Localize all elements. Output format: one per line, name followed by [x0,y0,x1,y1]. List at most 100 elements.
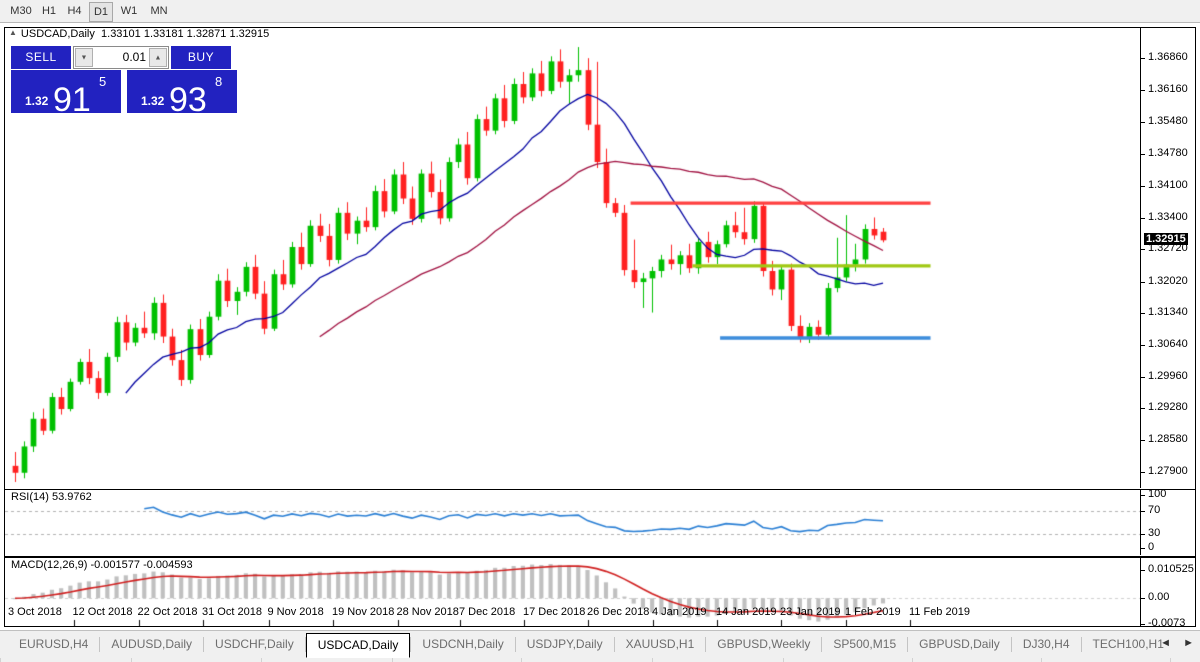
tab-grid-mark [131,658,132,662]
price-tick [1141,471,1145,473]
arrow-left-icon[interactable]: ◄ [1160,637,1172,649]
chart-tab-audusd-daily[interactable]: AUDUSD,Daily [111,637,193,651]
time-axis-label: 7 Dec 2018 [459,606,516,618]
tab-grid-mark [783,658,784,662]
price-axis[interactable]: 1.36860 1.36160 1.35480 1.34780 1.34100 1.334… [1140,28,1195,488]
price-tick [1141,408,1145,410]
trade-controls-row: SELL ▼ ▲ 0.01 BUY [11,46,231,70]
price-tick [1141,281,1145,283]
time-axis-label: 14 Jan 2019 [716,606,777,618]
chart-tab-usdcnh-daily[interactable]: USDCNH,Daily [422,637,504,651]
tab-separator [99,637,101,652]
chart-tab-eurusd-h4[interactable]: EURUSD,H4 [19,637,89,651]
sell-price-prefix: 1.32 [25,94,49,108]
tab-separator [410,637,412,652]
tab-separator [1010,637,1012,652]
timeframe-mn[interactable]: MN [150,5,168,17]
volume-increment-button[interactable]: ▲ [149,48,167,67]
price-tick [1141,313,1145,315]
price-tick [1141,217,1145,219]
macd-tick [1141,598,1145,600]
chart-tab-usdchf-daily[interactable]: USDCHF,Daily [215,637,294,651]
sell-price-quote[interactable]: 1.32 91 5 [11,70,121,117]
macd-axis-label: 0.00 [1148,591,1170,604]
chart-tab-gbpusd-weekly[interactable]: GBPUSD,Weekly [717,637,811,651]
chart-tab-tech100-h1[interactable]: TECH100,H1 [1092,637,1164,651]
price-axis-label: 1.30640 [1148,338,1188,351]
rsi-pane: RSI(14) 53.9762 100 70 30 0 [5,488,1195,555]
tab-grid-mark [1170,658,1171,662]
triangle-up-icon[interactable]: ▲ [9,28,17,37]
macd-axis-label: 0.010525 [1148,563,1194,575]
tab-separator [203,637,205,652]
macd-axis-label: -0.0073 [1148,617,1186,629]
price-tick [1141,440,1145,442]
price-tick [1141,154,1145,156]
timeframe-m30[interactable]: M30 [10,5,32,17]
chart-tab-dj30-h4[interactable]: DJ30,H4 [1022,637,1070,651]
chart-tab-gbpusd-daily[interactable]: GBPUSD,Daily [919,637,1000,651]
time-axis-label: 26 Dec 2018 [587,606,650,618]
price-chart-canvas[interactable] [5,42,1140,488]
price-axis-label: 1.34100 [1148,178,1188,191]
rsi-axis-label: 30 [1148,527,1161,540]
price-axis-label: 1.31340 [1148,306,1188,319]
timeframe-w1[interactable]: W1 [120,5,138,17]
time-axis: 3 Oct 2018 12 Oct 2018 22 Oct 2018 31 Oct 2… [4,603,1196,625]
macd-axis: 0.010525 0.00 -0.0073 [1140,558,1195,629]
one-click-trading-panel: SELL ▼ ▲ 0.01 BUY 1.32 91 5 1.32 93 8 [11,46,237,117]
price-axis-label: 1.29960 [1148,369,1188,382]
rsi-axis-label: 100 [1148,488,1167,500]
price-axis-label: 1.28580 [1148,433,1188,446]
tab-grid-mark [1041,658,1042,662]
macd-pane: MACD(12,26,9) -0.001577 -0.004593 0.0105… [5,556,1195,629]
chart-symbol-label: USDCAD,Daily [20,28,95,40]
chart-tab-sp500-m15[interactable]: SP500,M15 [833,637,897,651]
chart-tab-usdcad-daily[interactable]: USDCAD,Daily [305,633,411,658]
chart-header: ▲ USDCAD,Daily 1.33101 1.33181 1.32871 1.… [5,28,1195,42]
tab-grid-mark [392,658,393,662]
tab-separator [304,637,306,652]
time-axis-label: 19 Nov 2018 [332,606,395,618]
macd-tick [1141,570,1145,571]
time-axis-label: 9 Nov 2018 [267,606,324,618]
price-axis-label: 1.35480 [1148,114,1188,127]
tab-grid-marks [0,658,1200,662]
rsi-tick [1141,510,1145,512]
tab-separator [907,637,909,652]
tab-grid-mark [261,658,262,662]
buy-price-prefix: 1.32 [141,94,165,108]
tab-separator [821,637,823,652]
chart-tab-xauusd-h1[interactable]: XAUUSD,H1 [625,637,695,651]
sell-price-main: 91 [53,81,91,119]
buy-price-quote[interactable]: 1.32 93 8 [127,70,237,117]
macd-canvas[interactable] [5,558,1140,626]
timeframe-d1[interactable]: D1 [89,2,113,22]
chart-tab-usdjpy-daily[interactable]: USDJPY,Daily [526,637,603,651]
sell-button[interactable]: SELL [11,46,71,69]
timeframe-h1[interactable]: H1 [41,5,57,17]
tab-separator [514,637,516,652]
price-axis-label: 1.32020 [1148,274,1188,287]
price-tick [1141,345,1145,347]
rsi-tick [1141,534,1145,536]
price-axis-label: 1.36860 [1148,51,1188,64]
price-axis-label: 1.29280 [1148,401,1188,414]
tab-grid-mark [0,658,1,662]
time-axis-label: 28 Nov 2018 [396,606,459,618]
buy-button[interactable]: BUY [171,46,231,69]
price-axis-label: 1.34780 [1148,147,1188,160]
timeframe-h4[interactable]: H4 [67,5,82,17]
chart-window: ▲ USDCAD,Daily 1.33101 1.33181 1.32871 1.… [4,27,1196,629]
tab-grid-mark [912,658,913,662]
volume-decrement-button[interactable]: ▼ [75,48,93,67]
rsi-axis-label: 70 [1148,503,1161,516]
caret-down-icon: ▼ [80,54,88,61]
price-axis-label: 1.36160 [1148,83,1188,96]
price-axis-label: 1.32720 [1148,242,1188,255]
arrow-right-icon[interactable]: ► [1183,637,1194,649]
price-tick [1141,90,1145,92]
rsi-canvas[interactable] [5,490,1140,555]
volume-input[interactable]: ▼ ▲ 0.01 [73,46,169,69]
time-axis-label: 17 Dec 2018 [523,606,586,618]
